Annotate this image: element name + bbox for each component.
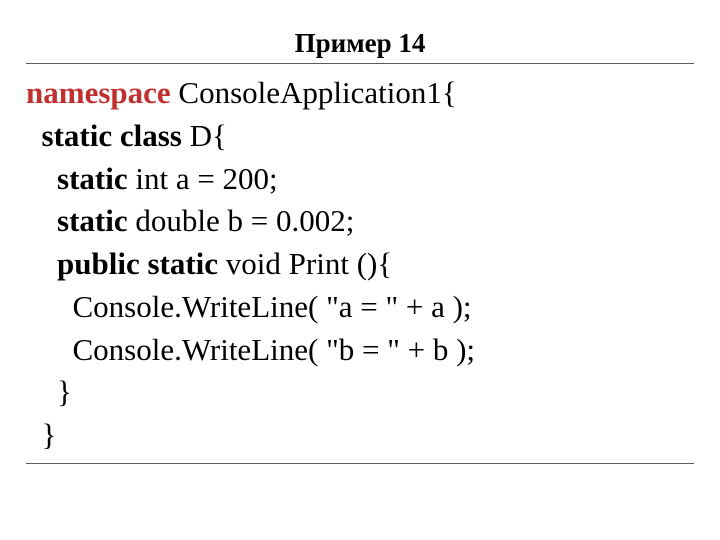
keyword-namespace: namespace — [26, 75, 171, 110]
namespace-name: ConsoleApplication1{ — [171, 75, 457, 110]
code-line-field-a: static int a = 200; — [26, 158, 694, 201]
field-b-rest: double b = 0.002; — [135, 203, 354, 238]
code-line-namespace: namespace ConsoleApplication1{ — [26, 72, 694, 115]
code-line-close-method: } — [26, 371, 694, 414]
keyword-static-a: static — [26, 161, 135, 196]
code-line-close-class: } — [26, 414, 694, 457]
keyword-public-static: public static — [26, 246, 226, 281]
code-block: namespace ConsoleApplication1{ static cl… — [26, 72, 694, 457]
field-a-rest: int a = 200; — [135, 161, 277, 196]
class-rest: D{ — [190, 118, 227, 153]
method-rest: void Print (){ — [226, 246, 392, 281]
divider-bottom — [26, 463, 694, 464]
divider-top — [26, 63, 694, 64]
slide-title: Пример 14 — [26, 28, 694, 59]
code-line-write-a: Console.WriteLine( "a = " + a ); — [26, 286, 694, 329]
code-line-write-b: Console.WriteLine( "b = " + b ); — [26, 329, 694, 372]
keyword-static-b: static — [26, 203, 135, 238]
code-line-class: static class D{ — [26, 115, 694, 158]
code-line-method: public static void Print (){ — [26, 243, 694, 286]
keyword-static-class: static class — [26, 118, 190, 153]
code-line-field-b: static double b = 0.002; — [26, 200, 694, 243]
